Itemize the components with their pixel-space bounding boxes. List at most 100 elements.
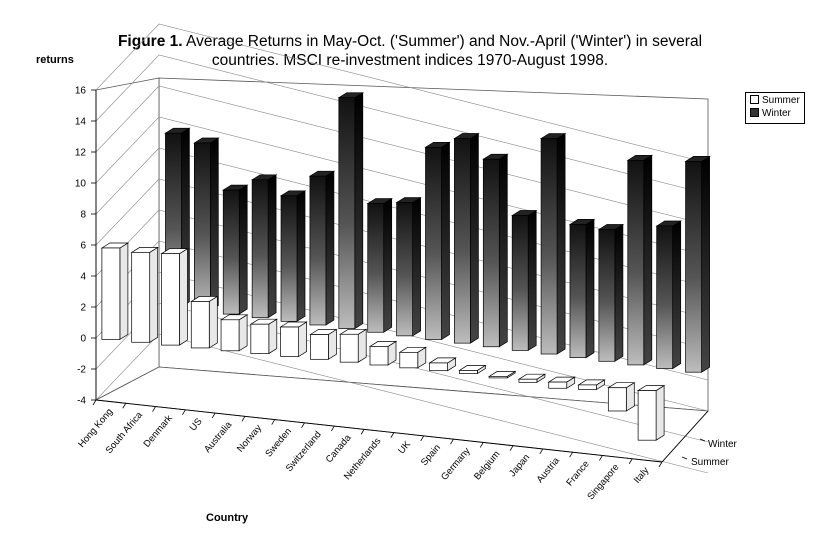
y-tick-label: 16 [75, 86, 87, 97]
bar-winter-switzerland-front [367, 203, 385, 333]
x-tick [450, 438, 454, 445]
x-tick [479, 442, 484, 448]
bar-summer-japan-front [518, 378, 538, 383]
y-axis: -4 -2 0 2 4 6 8 10 12 14 16 [75, 86, 97, 407]
bar-winter-south-africa-side [209, 137, 219, 312]
bar-summer-austria-front [548, 381, 568, 389]
bar-winter-norway-front [309, 175, 327, 326]
x-tick-label: Denmark [142, 413, 175, 450]
bar-summer-us-side [208, 295, 218, 349]
x-tick [330, 425, 335, 432]
gridline [95, 302, 709, 443]
bar-winter-canada-side [412, 196, 421, 337]
bar-winter-italy-side [701, 155, 710, 373]
y-axis-label: returns [36, 54, 74, 66]
x-tick [658, 461, 663, 468]
y-tick-label: 14 [75, 117, 87, 128]
bar-winter-australia-front [280, 195, 298, 322]
x-tick-label: Spain [419, 442, 443, 468]
bar-summer-australia-side [238, 314, 248, 352]
bar-winter-belgium-front [540, 138, 558, 355]
bar-summer-singapore-front [607, 387, 627, 412]
legend-swatch-summer [750, 94, 759, 104]
x-tick [301, 422, 305, 429]
gridline [95, 116, 709, 257]
bar-summer-australia [219, 314, 249, 352]
bar-summer-netherlands [368, 340, 398, 366]
y-tick-label: 6 [80, 241, 86, 252]
x-tick-label: France [564, 459, 591, 489]
depth-label-summer: Summer [691, 457, 729, 468]
bar-winter-spain-front [482, 158, 500, 348]
y-tick-label: 12 [75, 148, 87, 159]
bar-summer-canada-side [357, 328, 367, 363]
bar-winter-italy-front [685, 161, 702, 373]
x-tick-label: Norway [235, 423, 264, 455]
title-line-2: countries. MSCI re-investment indices 19… [211, 52, 609, 69]
bar-summer-belgium-front [488, 376, 508, 379]
x-tick [241, 416, 246, 422]
bar-winter-germany [510, 209, 538, 352]
bar-winter-sweden-side [354, 92, 364, 330]
bar-summer-canada-front [339, 333, 359, 363]
bar-winter-us [250, 174, 278, 319]
bar-winter-south-africa-front [193, 142, 211, 311]
bar-winter-netherlands [424, 141, 451, 341]
depth-tick [699, 438, 706, 442]
bar-winter-japan-front [569, 224, 587, 359]
x-tick-label: Sweden [263, 426, 294, 459]
bar-summer-switzerland-front [310, 334, 329, 360]
bar-summer-germany-front [459, 370, 478, 374]
bar-winter-denmark-side [238, 184, 248, 315]
depth-axis-line [661, 410, 709, 463]
title-line-1: Average Returns in May-Oct. ('Summer') a… [182, 33, 703, 50]
x-tick [271, 419, 276, 425]
y-tick-label: -2 [77, 365, 86, 376]
bar-winter-australia-side [296, 190, 306, 322]
bar-summer-sweden [279, 321, 308, 358]
bar-summer-spain-front [429, 362, 448, 372]
x-tick-label: Australia [202, 419, 235, 455]
bar-winter-japan-side [585, 218, 595, 359]
gridline [95, 54, 709, 195]
x-tick-label: Canada [324, 432, 354, 465]
bar-winter-austria [597, 223, 625, 362]
bar-summer-south-africa-side [149, 246, 159, 343]
legend-item-winter: Winter [750, 107, 791, 120]
legend-swatch-winter [750, 107, 759, 117]
depth-label-winter: Winter [708, 439, 738, 450]
x-tick-label: UK [396, 439, 413, 457]
x-tick [509, 445, 514, 451]
bar-summer-norway-side [268, 318, 278, 355]
figure-number: Figure 1. [117, 33, 183, 50]
x-tick-label: Belgium [472, 449, 503, 482]
bar-summer-uk-front [399, 351, 419, 369]
bar-summer-hong-kong [100, 242, 130, 341]
bar-winter-austria-front [598, 229, 616, 362]
bar-winter-singapore-side [672, 220, 682, 370]
x-tick [360, 429, 365, 435]
bar-winter-france-front [627, 159, 645, 366]
bar-winter-germany-front [511, 215, 529, 351]
bar-summer-denmark-side [179, 248, 188, 346]
bar-winter-belgium [539, 132, 567, 355]
bar-winter-spain-side [498, 153, 508, 348]
bar-summer-sweden-side [298, 321, 307, 358]
bar-summer-hong-kong-front [101, 247, 121, 340]
bar-summer-germany [458, 364, 487, 375]
y-tick-label: 8 [80, 210, 86, 221]
bar-summer-hong-kong-side [119, 242, 129, 341]
x-tick-label: Austria [535, 455, 563, 485]
chart-title: Figure 1. Average Returns in May-Oct. ('… [90, 32, 730, 70]
bar-winter-uk [453, 132, 480, 344]
bar-winter-denmark [221, 184, 249, 315]
bar-winter-spain [482, 153, 509, 348]
gridline [95, 333, 709, 474]
bar-summer-austria [547, 376, 576, 389]
x-tick-label: Italy [632, 465, 652, 486]
bar-summer-japan [517, 373, 547, 383]
bar-summer-denmark [160, 248, 189, 346]
bar-winter-south-africa [193, 137, 220, 312]
bar-winter-germany-side [527, 209, 537, 352]
bar-summer-france-front [578, 384, 597, 390]
